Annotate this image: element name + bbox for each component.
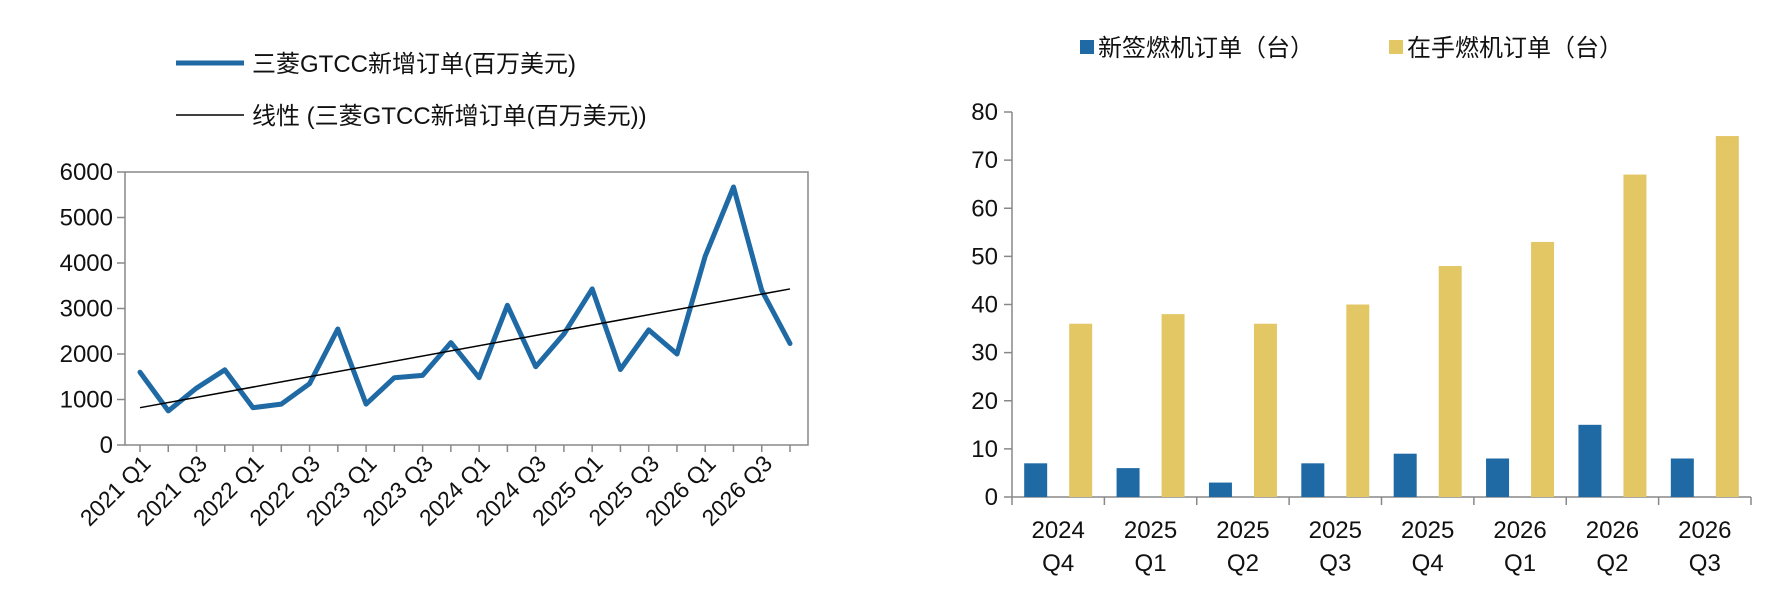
right-x-tick-label-quarter: Q1 [1135, 550, 1167, 577]
right-bars-layer [1024, 136, 1739, 497]
right-x-tick-label-year: 2026 [1586, 517, 1639, 544]
bar-backlog-orders [1346, 304, 1370, 497]
legend-backlog-swatch [1389, 40, 1403, 54]
left-trend-line [139, 288, 791, 409]
right-x-tick-label-year: 2024 [1031, 517, 1084, 544]
left-series-layer [137, 184, 793, 414]
left-y-tick-label: 5000 [60, 205, 113, 232]
right-y-tick-label: 40 [971, 292, 998, 319]
legend-backlog-label: 在手燃机订单（台） [1407, 35, 1623, 62]
bar-new-orders [1670, 458, 1694, 497]
bar-backlog-orders [1069, 323, 1093, 497]
right-x-tick-label-year: 2026 [1493, 517, 1546, 544]
legend-series-label: 三菱GTCC新增订单(百万美元) [252, 51, 576, 78]
bar-backlog-orders [1161, 314, 1185, 497]
right-y-tick-label: 10 [971, 436, 998, 463]
bar-backlog-orders [1715, 136, 1739, 497]
left-legend: 三菱GTCC新增订单(百万美元) 线性 (三菱GTCC新增订单(百万美元)) [176, 51, 647, 130]
right-x-tick-label-quarter: Q3 [1319, 550, 1351, 577]
bar-new-orders [1578, 424, 1602, 497]
bar-backlog-orders [1623, 174, 1647, 497]
right-x-tick-label-quarter: Q2 [1596, 550, 1628, 577]
right-bar-chart: 0 10 20 30 40 50 60 70 80 2024 Q4 2025 Q1 2025 Q2 2025… [971, 99, 1752, 577]
right-y-tick-label: 70 [971, 147, 998, 174]
legend-new-label: 新签燃机订单（台） [1098, 35, 1314, 62]
right-y-tick-label: 0 [985, 484, 998, 511]
bar-new-orders [1116, 468, 1140, 497]
left-y-tick-label: 4000 [60, 250, 113, 277]
right-y-tick-label: 60 [971, 195, 998, 222]
right-x-tick-label-quarter: Q1 [1504, 550, 1536, 577]
bar-new-orders [1024, 463, 1048, 497]
right-x-tick-label-quarter: Q4 [1042, 550, 1074, 577]
right-x-tick-label-year: 2025 [1401, 517, 1454, 544]
bar-new-orders [1393, 453, 1417, 497]
right-legend: 新签燃机订单（台） 在手燃机订单（台） [1080, 35, 1623, 62]
bar-backlog-orders [1531, 241, 1555, 497]
bar-new-orders [1301, 463, 1325, 497]
left-y-tick-label: 3000 [60, 296, 113, 323]
left-y-axis: 0 1000 2000 3000 4000 5000 6000 [60, 159, 125, 459]
bar-backlog-orders [1438, 266, 1462, 497]
right-y-axis: 0 10 20 30 40 50 60 70 80 [971, 99, 1012, 511]
right-x-tick-label-year: 2026 [1678, 517, 1731, 544]
left-y-tick-label: 2000 [60, 341, 113, 368]
left-y-tick-label: 1000 [60, 387, 113, 414]
right-x-tick-label-quarter: Q3 [1689, 550, 1721, 577]
left-series-line [137, 184, 793, 414]
left-y-tick-label: 0 [100, 432, 113, 459]
left-plot-frame [124, 171, 809, 446]
bar-backlog-orders [1253, 323, 1277, 497]
right-x-tick-label-year: 2025 [1124, 517, 1177, 544]
legend-trend-label: 线性 (三菱GTCC新增订单(百万美元)) [252, 103, 647, 130]
right-x-tick-label-quarter: Q4 [1412, 550, 1444, 577]
right-y-tick-label: 80 [971, 99, 998, 126]
right-x-tick-label-year: 2025 [1216, 517, 1269, 544]
right-x-axis: 2024 Q4 2025 Q1 2025 Q2 2025 Q3 2025 Q4 2026 Q1 2026… [1011, 497, 1752, 577]
right-x-tick-label-quarter: Q2 [1227, 550, 1259, 577]
bar-new-orders [1208, 482, 1232, 497]
right-y-tick-label: 50 [971, 243, 998, 270]
left-y-tick-label: 6000 [60, 159, 113, 186]
legend-new-swatch [1080, 40, 1094, 54]
bar-new-orders [1486, 458, 1510, 497]
right-x-tick-label-year: 2025 [1309, 517, 1362, 544]
right-y-tick-label: 20 [971, 388, 998, 415]
right-y-tick-label: 30 [971, 340, 998, 367]
